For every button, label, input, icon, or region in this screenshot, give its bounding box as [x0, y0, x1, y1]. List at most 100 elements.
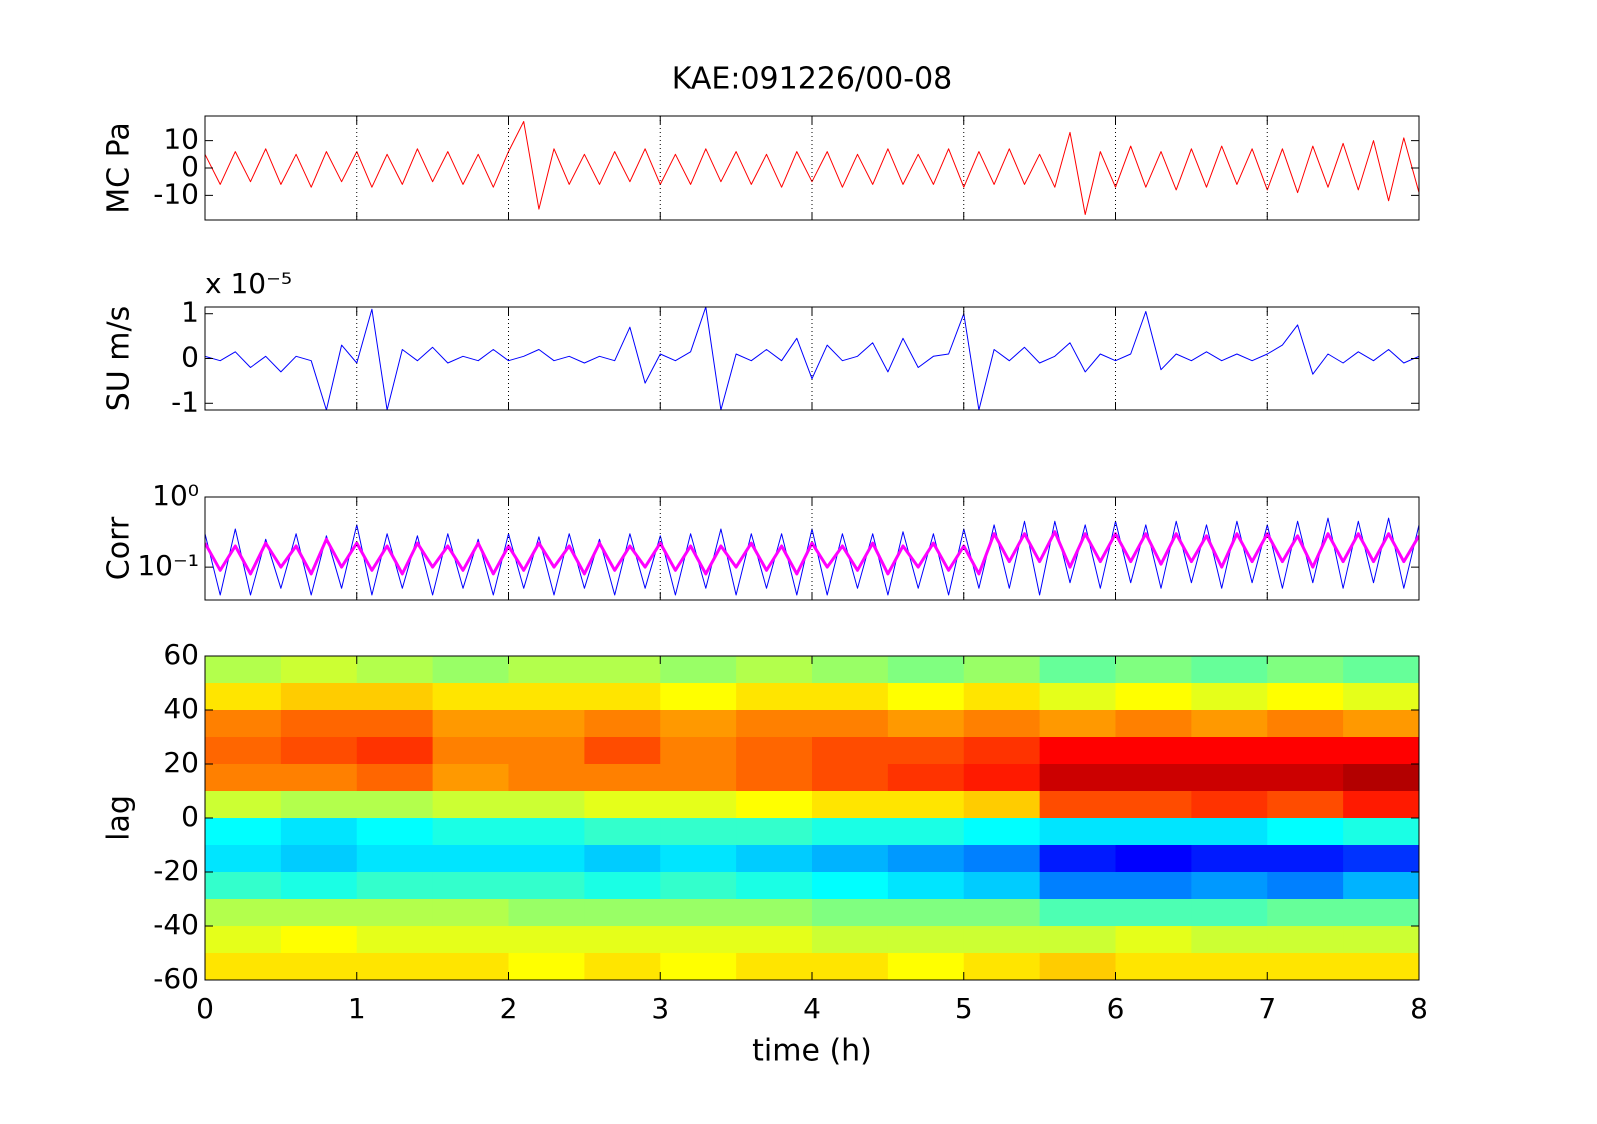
heatmap-cell [508, 791, 585, 819]
heatmap-cell [736, 737, 813, 765]
heatmap-cell [963, 764, 1041, 792]
heatmap-cell [584, 737, 661, 765]
heatmap-cell [356, 926, 434, 954]
heatmap-cell [356, 872, 434, 900]
heatmap-cell [887, 872, 965, 900]
axes-frame [204, 496, 1420, 601]
heatmap-cell [736, 683, 813, 711]
heatmap-cell [812, 683, 889, 711]
heatmap-cell [432, 818, 509, 846]
heatmap-cell [432, 764, 509, 792]
heatmap-cell [812, 926, 889, 954]
heatmap-cell [584, 764, 661, 792]
heatmap-cell [1343, 656, 1419, 684]
heatmap-cell [1191, 818, 1268, 846]
heatmap-cell [584, 872, 661, 900]
heatmap-cell [1343, 791, 1419, 819]
heatmap-cell [280, 764, 358, 792]
y-tick-label: 40 [163, 692, 199, 725]
heatmap-cell [1039, 737, 1116, 765]
heatmap-cell [1039, 953, 1116, 980]
heatmap-cell [508, 818, 585, 846]
heatmap-cell [812, 899, 889, 927]
heatmap-cell [584, 845, 661, 873]
y-tick-label: -1 [171, 385, 199, 418]
heatmap-cell [1267, 791, 1344, 819]
heatmap-cell [1191, 845, 1268, 873]
heatmap-cell [432, 845, 509, 873]
heatmap-cell [887, 926, 965, 954]
heatmap-cell [660, 899, 737, 927]
heatmap-cell [356, 737, 434, 765]
y-axis-label: MC Pa [102, 122, 137, 214]
heatmap-cell [508, 872, 585, 900]
heatmap-cell [584, 899, 661, 927]
heatmap-cell [356, 818, 434, 846]
heatmap-cell [205, 683, 282, 711]
x-tick-label: 1 [348, 992, 366, 1025]
x-tick-label: 5 [955, 992, 973, 1025]
heatmap-cell [356, 683, 434, 711]
heatmap-cell [1115, 872, 1192, 900]
y-axis-label: lag [102, 795, 137, 841]
heatmap-cell [736, 710, 813, 738]
heatmap-cell [660, 926, 737, 954]
heatmap-cell [1267, 818, 1344, 846]
heatmap-cell [584, 818, 661, 846]
heatmap-cell [736, 656, 813, 684]
heatmap-cell [584, 953, 661, 980]
y-tick-label: 20 [163, 746, 199, 779]
heatmap-cell [205, 656, 282, 684]
heatmap-cell [812, 737, 889, 765]
heatmap-cell [1039, 926, 1116, 954]
heatmap-cell [1267, 710, 1344, 738]
heatmap-cell [887, 818, 965, 846]
y-tick-label: 60 [163, 638, 199, 671]
heatmap-cell [280, 683, 358, 711]
heatmap-cell [1191, 872, 1268, 900]
heatmap-cell [1343, 683, 1419, 711]
heatmap-cell [508, 953, 585, 980]
heatmap-cell [280, 926, 358, 954]
heatmap-cell [660, 872, 737, 900]
heatmap-cell [812, 764, 889, 792]
heatmap-cell [1039, 764, 1116, 792]
heatmap-cell [356, 764, 434, 792]
heatmap-cell [584, 710, 661, 738]
heatmap-cell [280, 818, 358, 846]
x-tick-label: 6 [1107, 992, 1125, 1025]
heatmap-cell [205, 764, 282, 792]
heatmap-cell [1343, 764, 1419, 792]
heatmap-cell [660, 737, 737, 765]
heatmap-cell [1343, 872, 1419, 900]
heatmap-cell [584, 791, 661, 819]
heatmap-cell [1267, 656, 1344, 684]
heatmap-cell [508, 656, 585, 684]
heatmap-cell [736, 764, 813, 792]
heatmap-cell [1115, 926, 1192, 954]
heatmap-cell [660, 845, 737, 873]
heatmap-cell [205, 872, 282, 900]
y-tick-label: 10⁰ [152, 479, 199, 512]
heatmap-cell [1343, 899, 1419, 927]
heatmap-cell [1267, 926, 1344, 954]
heatmap-cell [736, 926, 813, 954]
heatmap-cell [508, 737, 585, 765]
heatmap-cell [736, 818, 813, 846]
heatmap-cell [1267, 899, 1344, 927]
x-tick-label: 4 [803, 992, 821, 1025]
heatmap-cell [812, 710, 889, 738]
series-line [205, 121, 1419, 215]
heatmap-cell [508, 926, 585, 954]
heatmap-cell [736, 845, 813, 873]
heatmap-cell [280, 737, 358, 765]
heatmap-cell [508, 710, 585, 738]
heatmap-cell [508, 764, 585, 792]
heatmap-cell [887, 656, 965, 684]
y-tick-label: 1 [181, 296, 199, 329]
heatmap-cell [205, 926, 282, 954]
heatmap-cell [887, 953, 965, 980]
heatmap-cell [887, 899, 965, 927]
heatmap-cell [356, 953, 434, 980]
